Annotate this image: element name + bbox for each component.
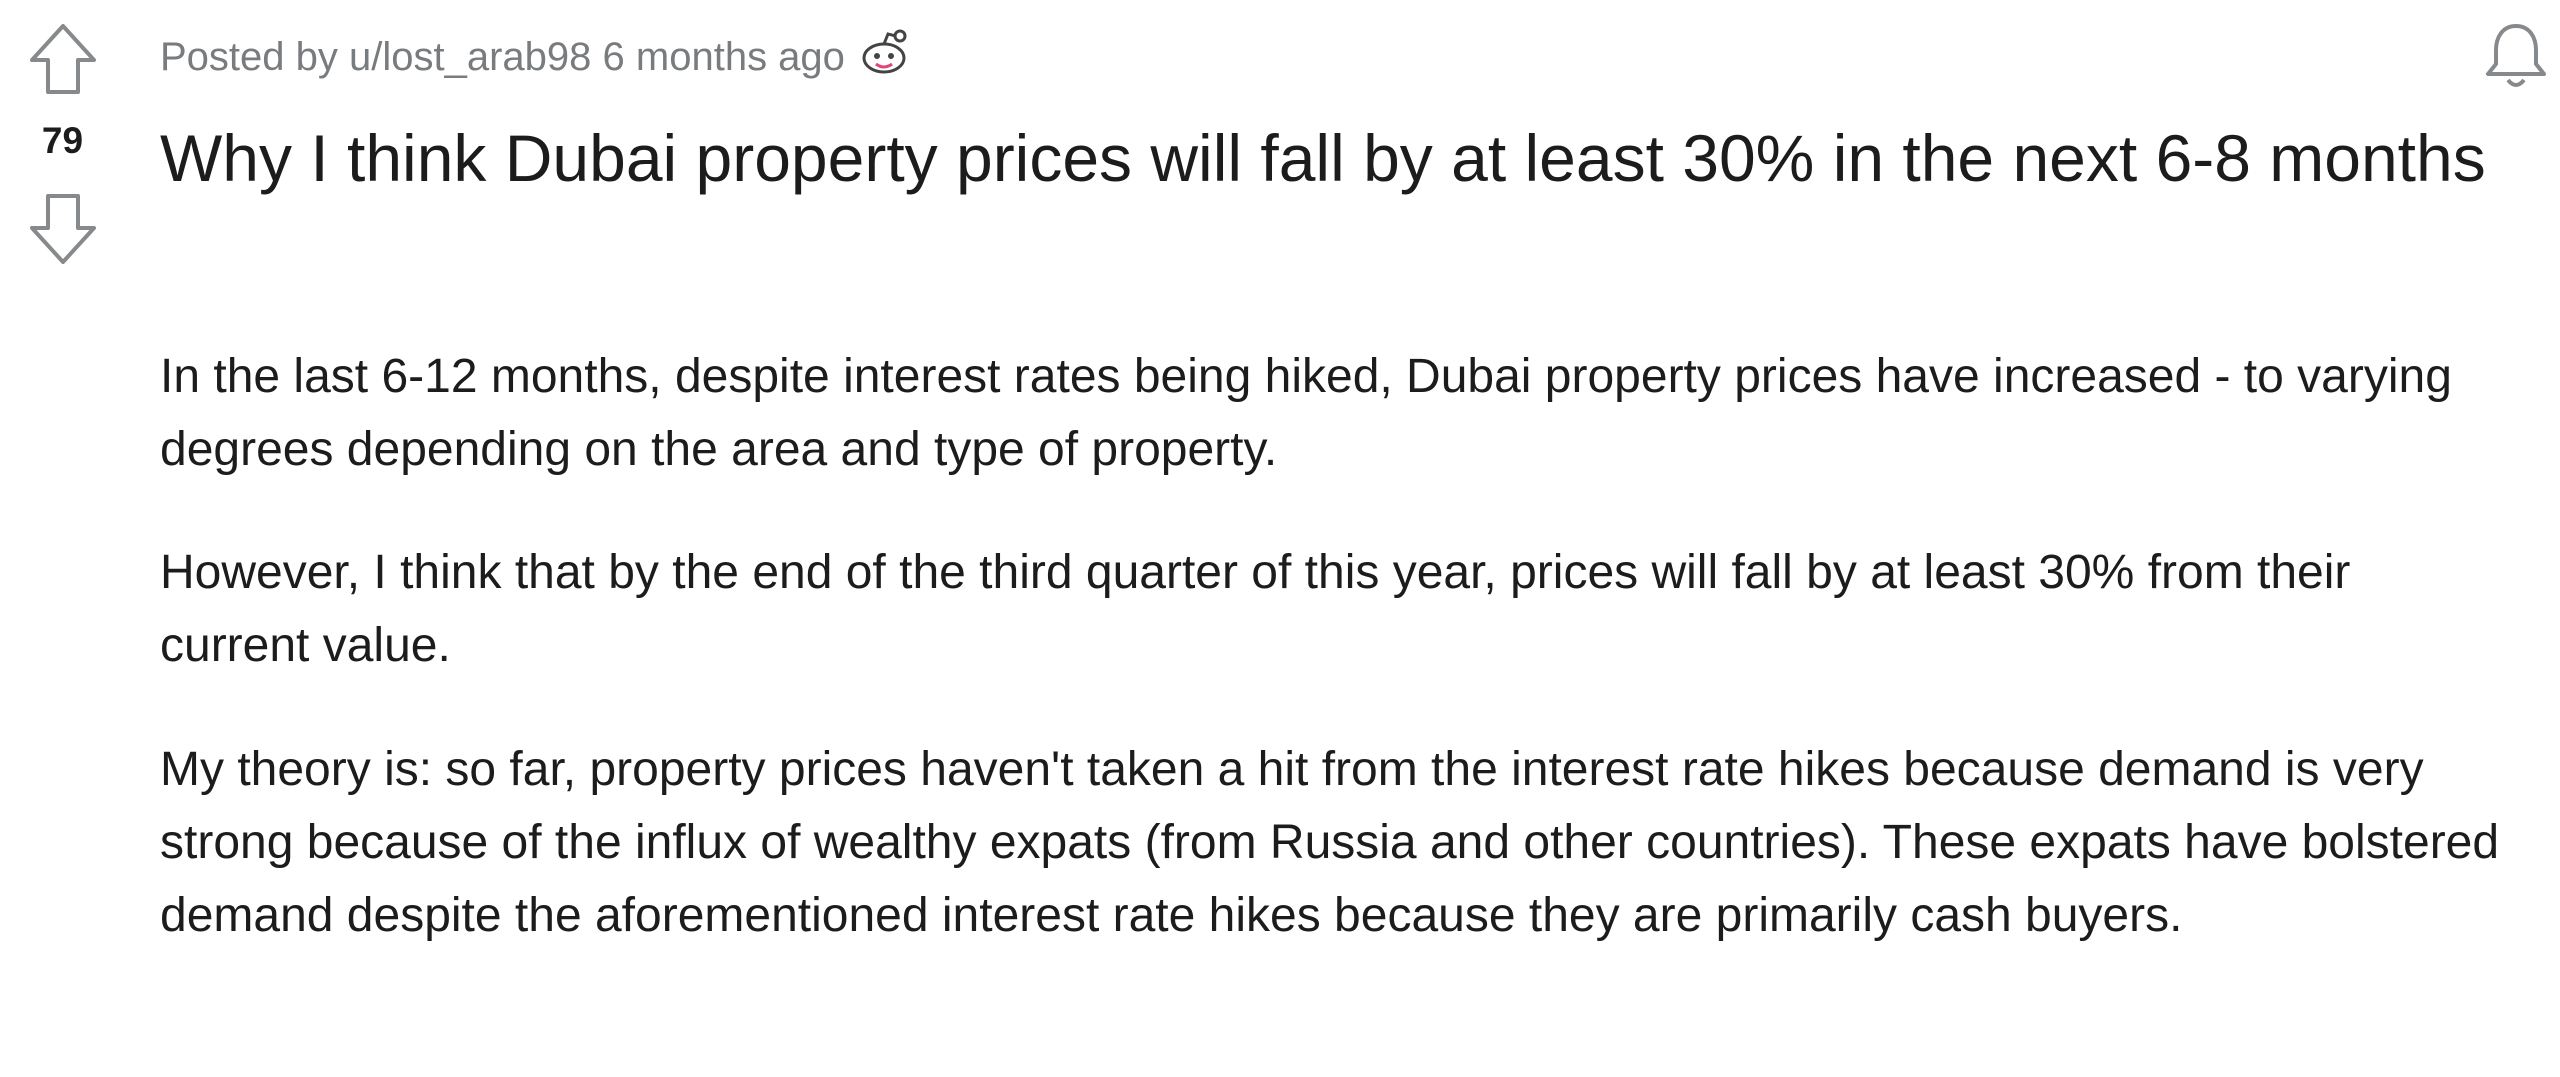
- paragraph: However, I think that by the end of the …: [160, 546, 2351, 672]
- post-time: 6 months ago: [602, 35, 845, 79]
- downvote-button[interactable]: [28, 192, 98, 266]
- vote-count: 79: [41, 120, 84, 161]
- post-title: Why I think Dubai property prices will f…: [160, 121, 2486, 195]
- paragraph: In the last 6-12 months, despite interes…: [160, 350, 2452, 476]
- author[interactable]: Posted by u/lost_arab98: [160, 35, 592, 79]
- post-meta: Posted by u/lost_arab98 6 months ago: [160, 28, 914, 80]
- paragraph: My theory is: so far, property prices ha…: [160, 743, 2500, 942]
- avatar-icon: [862, 29, 907, 74]
- upvote-button[interactable]: [28, 22, 98, 96]
- notification-bell[interactable]: [2482, 20, 2550, 92]
